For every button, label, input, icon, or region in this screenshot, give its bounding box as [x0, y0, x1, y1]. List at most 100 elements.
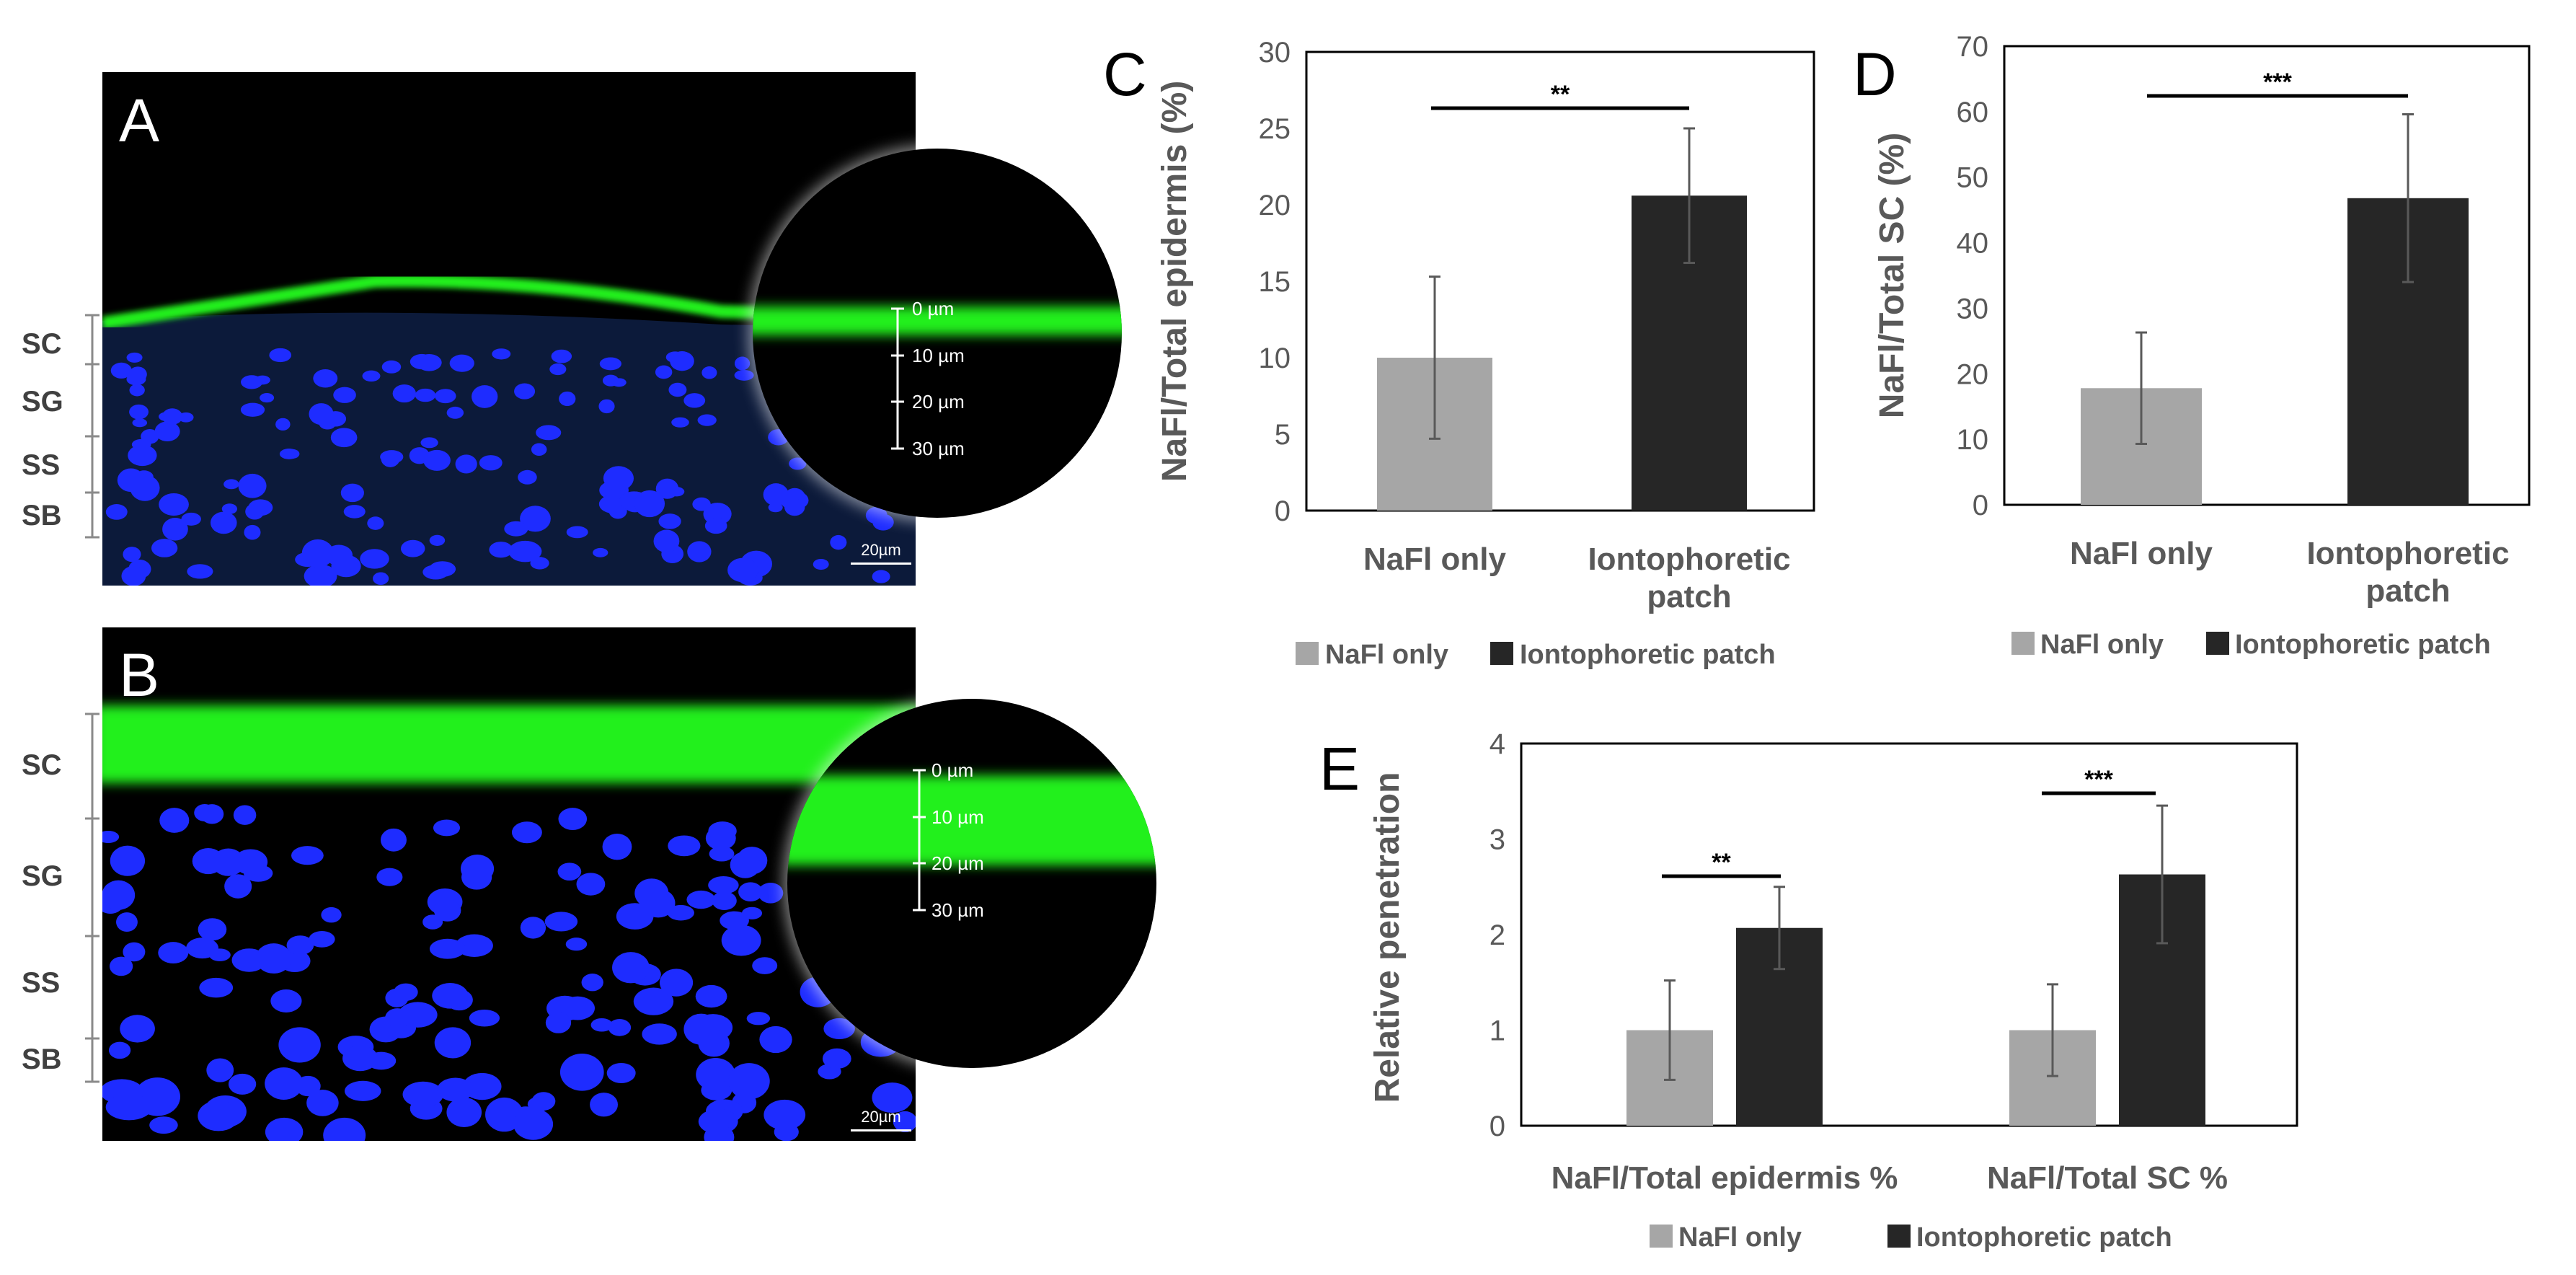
y-tick-label: 5 — [1275, 419, 1291, 451]
nucleus — [872, 513, 894, 531]
nucleus — [423, 449, 451, 471]
nucleus — [565, 938, 588, 951]
nucleus — [210, 511, 237, 534]
y-axis: 0 10 20 30 40 50 60 70 — [1957, 31, 1989, 521]
x-tick-label-line: patch — [2365, 573, 2450, 609]
legend-label: NaFl only — [1325, 640, 1448, 670]
micrograph-a: 20µm A 0 µm 10 µm 20 µm 30 µm SC — [22, 72, 1126, 586]
layer-label-sg: SG — [22, 860, 63, 892]
nucleus — [446, 1097, 482, 1127]
nucleus — [687, 541, 712, 562]
nucleus — [530, 557, 549, 570]
nucleus — [667, 904, 694, 921]
nucleus — [162, 517, 188, 541]
depth-label: 0 µm — [912, 298, 954, 319]
panel-label-e: E — [1319, 735, 1360, 803]
nucleus — [489, 542, 513, 558]
nucleus — [345, 1080, 381, 1101]
legend-label: NaFl only — [2040, 630, 2164, 660]
nucleus — [728, 1063, 770, 1100]
y-tick-label: 3 — [1490, 824, 1505, 856]
nucleus — [727, 557, 758, 583]
nucleus — [633, 987, 674, 1015]
depth-label: 20 µm — [931, 852, 984, 874]
nucleus — [730, 851, 761, 878]
layer-label-sc: SC — [22, 749, 62, 781]
nucleus — [376, 868, 403, 886]
nucleus — [238, 473, 267, 498]
plot-frame — [1305, 50, 1815, 512]
nucleus — [270, 989, 302, 1012]
y-tick-label: 30 — [1957, 293, 1989, 325]
x-tick-label-line: patch — [1647, 579, 1731, 614]
nucleus — [410, 353, 434, 370]
layer-label-ss: SS — [22, 967, 60, 999]
y-axis-label: Relative penetration — [1368, 772, 1407, 1103]
nucleus — [720, 911, 749, 930]
y-tick-label: 30 — [1259, 37, 1291, 69]
nucleus — [129, 404, 149, 420]
legend: NaFl only Iontophoretic patch — [2011, 630, 2491, 660]
nucleus — [206, 1058, 234, 1082]
legend-label: Iontophoretic patch — [2235, 630, 2491, 660]
nucleus — [611, 378, 627, 387]
nucleus — [603, 466, 634, 491]
nucleus — [223, 479, 239, 490]
y-tick-label: 10 — [1957, 424, 1989, 456]
nucleus — [455, 454, 477, 474]
nucleus — [531, 443, 547, 456]
nucleus — [515, 1106, 536, 1120]
nucleus — [655, 478, 679, 499]
nucleus — [784, 498, 805, 516]
nucleus — [734, 369, 754, 381]
nucleus — [385, 988, 409, 1007]
nucleus — [429, 938, 466, 959]
nucleus — [301, 539, 334, 568]
nucleus — [449, 354, 474, 372]
layer-label-sb: SB — [22, 1044, 62, 1075]
nucleus — [608, 1018, 632, 1036]
nucleus — [511, 821, 542, 844]
legend-swatch-nafl-only — [2011, 632, 2035, 655]
nucleus — [683, 393, 706, 408]
nucleus — [105, 504, 128, 520]
nucleus — [228, 1073, 257, 1095]
nucleus — [558, 808, 588, 830]
scale-bar-a-label: 20µm — [861, 541, 900, 559]
y-tick-label: 20 — [1259, 190, 1291, 221]
nucleus — [275, 418, 291, 431]
y-axis: 0 5 10 15 20 25 30 — [1259, 37, 1291, 527]
nucleus — [435, 389, 456, 404]
scale-bar-b-line — [851, 1129, 911, 1131]
nucleus — [181, 512, 201, 526]
nucleus — [102, 830, 120, 844]
nucleus — [708, 821, 737, 841]
y-axis-label: NaFl/Total SC (%) — [1873, 133, 1911, 418]
nucleus — [362, 370, 381, 382]
layer-bracket-b — [85, 712, 99, 1083]
nucleus — [321, 906, 342, 923]
nucleus — [149, 1116, 178, 1134]
nucleus — [712, 891, 737, 910]
nucleus — [432, 983, 469, 1009]
nucleus — [813, 558, 829, 570]
plot-frame — [1520, 742, 2298, 1127]
nucleus — [161, 408, 183, 425]
nucleus — [340, 483, 364, 503]
nucleus — [323, 1117, 366, 1141]
nucleus — [695, 984, 727, 1008]
x-tick-label: NaFl/Total SC % — [1987, 1160, 2228, 1196]
nucleus — [120, 1015, 155, 1043]
nucleus — [479, 455, 503, 471]
nucleus — [269, 348, 292, 363]
nucleus — [549, 363, 567, 376]
nucleus — [469, 1009, 500, 1027]
nucleus — [255, 943, 292, 974]
chart-c: C 0 5 10 15 20 25 30 ** NaFl/Total epidermis (… — [1103, 37, 1815, 670]
plot-frame — [2003, 45, 2531, 506]
inset-b-green-band — [787, 775, 1156, 865]
legend-swatch-iontophoretic — [1490, 642, 1513, 665]
layer-label-sg: SG — [22, 386, 63, 418]
legend-swatch-iontophoretic — [1887, 1225, 1911, 1248]
